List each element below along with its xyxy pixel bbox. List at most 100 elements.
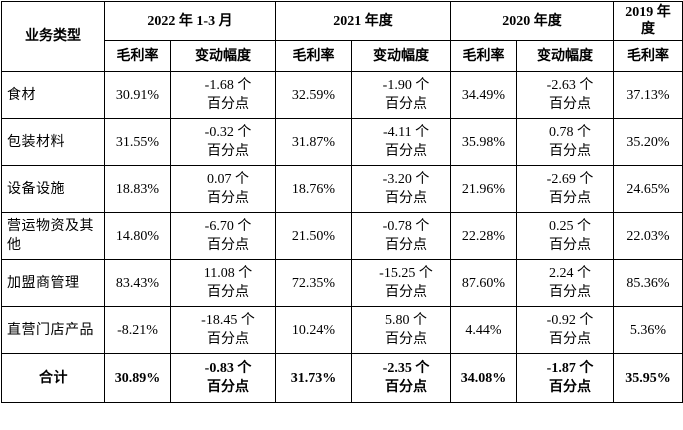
change-value-line: -0.92 个: [517, 311, 613, 330]
margin-cell: 22.28%: [450, 212, 518, 260]
change-value-line: 2.24 个: [517, 264, 613, 283]
change-value: -0.78: [382, 219, 412, 234]
margin-cell: 30.89%: [104, 353, 171, 403]
header-margin: 毛利率: [613, 40, 683, 72]
change-unit-line: 百分点: [385, 380, 428, 395]
change-unit: 个: [413, 313, 428, 328]
change-cell: -2.69 个百分点: [516, 165, 615, 213]
change-cell: -0.32 个百分点: [169, 118, 277, 166]
change-value: -3.20: [382, 172, 412, 187]
change-value: -6.70: [204, 219, 234, 234]
margin-cell: 32.59%: [275, 71, 353, 119]
change-value-line: 0.25 个: [517, 217, 613, 236]
header-margin: 毛利率: [450, 40, 518, 72]
change-unit: 个: [577, 219, 592, 234]
gross-margin-table: 业务类型 2022 年 1-3 月 2021 年度 2020 年度 2019 年…: [1, 1, 683, 403]
change-cell: 0.25 个百分点: [516, 212, 615, 260]
change-cell: -4.11 个百分点: [351, 118, 452, 166]
change-value: 2.24: [549, 266, 574, 281]
change-unit-line: 百分点: [549, 97, 592, 112]
change-value-line: -18.45 个: [171, 311, 275, 330]
change-unit-line: 百分点: [549, 238, 592, 253]
change-value: -18.45: [201, 313, 238, 328]
change-unit-line: 百分点: [385, 285, 428, 300]
change-unit: 个: [579, 172, 594, 187]
margin-cell: 34.08%: [450, 353, 518, 403]
margin-cell: 14.80%: [104, 212, 171, 260]
change-cell: 0.07 个百分点: [169, 165, 277, 213]
header-change: 变动幅度: [516, 40, 615, 72]
change-cell: -6.70 个百分点: [169, 212, 277, 260]
margin-cell: 85.36%: [613, 259, 683, 307]
table-row: 直营门店产品 -8.21% -18.45 个百分点 10.24% 5.80 个百分点 4.…: [1, 306, 683, 354]
margin-cell: -8.21%: [104, 306, 171, 354]
category-cell: 直营门店产品: [1, 306, 105, 354]
table-row: 加盟商管理 83.43% 11.08 个百分点 72.35% -15.25 个百分点 87…: [1, 259, 683, 307]
change-value: -0.92: [546, 313, 576, 328]
category-cell: 营运物资及其他: [1, 212, 105, 260]
change-cell: -0.92 个百分点: [516, 306, 615, 354]
change-unit-line: 百分点: [207, 144, 249, 159]
change-unit: 个: [237, 78, 252, 93]
change-value: -4.11: [382, 125, 412, 140]
change-unit: 个: [237, 361, 252, 376]
margin-cell: 21.50%: [275, 212, 353, 260]
change-value: 0.25: [549, 219, 574, 234]
change-unit-line: 百分点: [385, 144, 428, 159]
change-unit: 个: [415, 361, 430, 376]
change-cell: -0.78 个百分点: [351, 212, 452, 260]
change-unit-line: 百分点: [549, 332, 592, 347]
margin-cell: 24.65%: [613, 165, 683, 213]
change-value: 5.80: [385, 313, 410, 328]
header-change: 变动幅度: [351, 40, 452, 72]
change-value-line: -6.70 个: [171, 217, 275, 236]
table-row: 设备设施 18.83% 0.07 个百分点 18.76% -3.20 个百分点 21.96…: [1, 165, 683, 213]
change-cell: -1.68 个百分点: [169, 71, 277, 119]
change-value-line: -1.90 个: [352, 76, 450, 95]
change-cell: 2.24 个百分点: [516, 259, 615, 307]
change-value: -15.25: [379, 266, 416, 281]
change-unit-line: 百分点: [385, 191, 428, 206]
change-cell: -1.90 个百分点: [351, 71, 452, 119]
change-unit-line: 百分点: [207, 97, 249, 112]
change-value-line: -15.25 个: [352, 264, 450, 283]
change-unit: 个: [415, 125, 430, 140]
change-cell: -0.83 个百分点: [169, 353, 277, 403]
change-value: -2.35: [382, 361, 412, 376]
change-value-line: -3.20 个: [352, 170, 450, 189]
change-unit-line: 百分点: [385, 332, 428, 347]
change-cell: -2.35 个百分点: [351, 353, 452, 403]
category-cell: 设备设施: [1, 165, 105, 213]
change-value-line: -0.78 个: [352, 217, 450, 236]
change-value-line: -0.32 个: [171, 123, 275, 142]
margin-cell: 34.49%: [450, 71, 518, 119]
change-value: -1.90: [382, 78, 412, 93]
margin-cell: 22.03%: [613, 212, 683, 260]
margin-cell: 35.95%: [613, 353, 683, 403]
margin-cell: 31.73%: [275, 353, 353, 403]
table-row: 营运物资及其他 14.80% -6.70 个百分点 21.50% -0.78 个百分点 2…: [1, 212, 683, 260]
change-unit: 个: [240, 313, 255, 328]
change-value: -2.69: [546, 172, 576, 187]
margin-cell: 18.76%: [275, 165, 353, 213]
table-header: 业务类型 2022 年 1-3 月 2021 年度 2020 年度 2019 年…: [1, 1, 683, 72]
change-value-line: -2.69 个: [517, 170, 613, 189]
header-change: 变动幅度: [169, 40, 277, 72]
change-value-line: -0.83 个: [171, 359, 275, 378]
change-unit: 个: [237, 219, 252, 234]
header-period-2022q1: 2022 年 1-3 月: [103, 1, 277, 41]
change-value: -0.83: [204, 361, 234, 376]
margin-cell: 10.24%: [275, 306, 353, 354]
category-cell: 食材: [1, 71, 105, 119]
change-value-line: -1.68 个: [171, 76, 275, 95]
change-value: 0.78: [549, 125, 574, 140]
change-unit-line: 百分点: [549, 285, 592, 300]
change-value-line: 0.78 个: [517, 123, 613, 142]
margin-cell: 5.36%: [613, 306, 683, 354]
change-unit-line: 百分点: [207, 332, 249, 347]
change-cell: -2.63 个百分点: [516, 71, 615, 119]
change-unit: 个: [577, 266, 592, 281]
change-unit-line: 百分点: [207, 380, 249, 395]
change-unit: 个: [577, 125, 592, 140]
margin-cell: 37.13%: [613, 71, 683, 119]
